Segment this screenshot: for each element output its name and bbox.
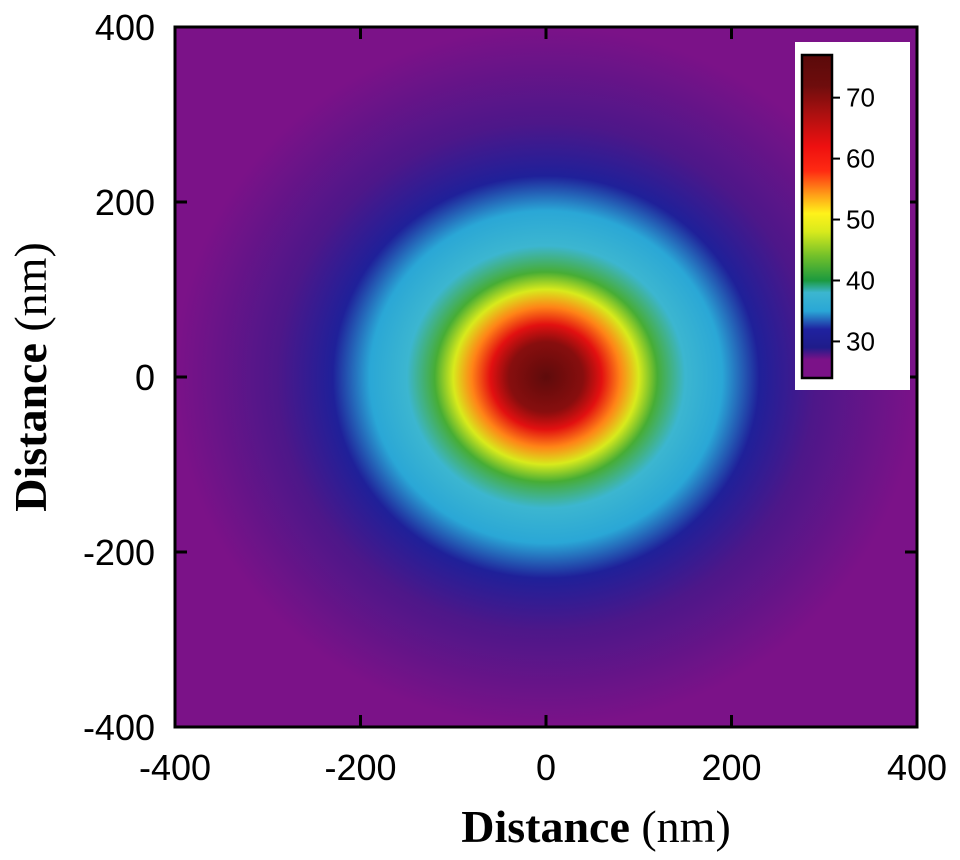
y-tick-label: 0: [135, 357, 155, 398]
x-tick-label: 0: [536, 747, 556, 788]
plot-area: [173, 25, 919, 729]
colorbar-tick-label: 40: [846, 265, 875, 295]
x-axis: -400 -200 0 200 400: [139, 27, 947, 788]
y-tick-label: -200: [83, 532, 155, 573]
colorbar-frame: [800, 53, 834, 380]
y-tick-label: -400: [83, 707, 155, 748]
x-tick-label: 200: [701, 747, 761, 788]
y-tick-label: 400: [95, 7, 155, 48]
x-axis-title: Distance (nm): [461, 801, 731, 852]
colorbar-gradient: [802, 55, 832, 378]
y-axis: -400 -200 0 200 400: [83, 7, 917, 748]
x-tick-label: -200: [324, 747, 396, 788]
colorbar-tick-label: 50: [846, 205, 875, 235]
colorbar-tick-label: 70: [846, 83, 875, 113]
y-tick-label: 200: [95, 182, 155, 223]
x-tick-label: -400: [139, 747, 211, 788]
x-tick-label: 400: [887, 747, 947, 788]
y-axis-title: Distance (nm): [5, 242, 56, 512]
colorbar-tick-label: 60: [846, 144, 875, 174]
colorbar: 30 40 50 60 70: [795, 42, 910, 390]
heatmap-field: [175, 27, 917, 727]
colorbar-tick-label: 30: [846, 326, 875, 356]
